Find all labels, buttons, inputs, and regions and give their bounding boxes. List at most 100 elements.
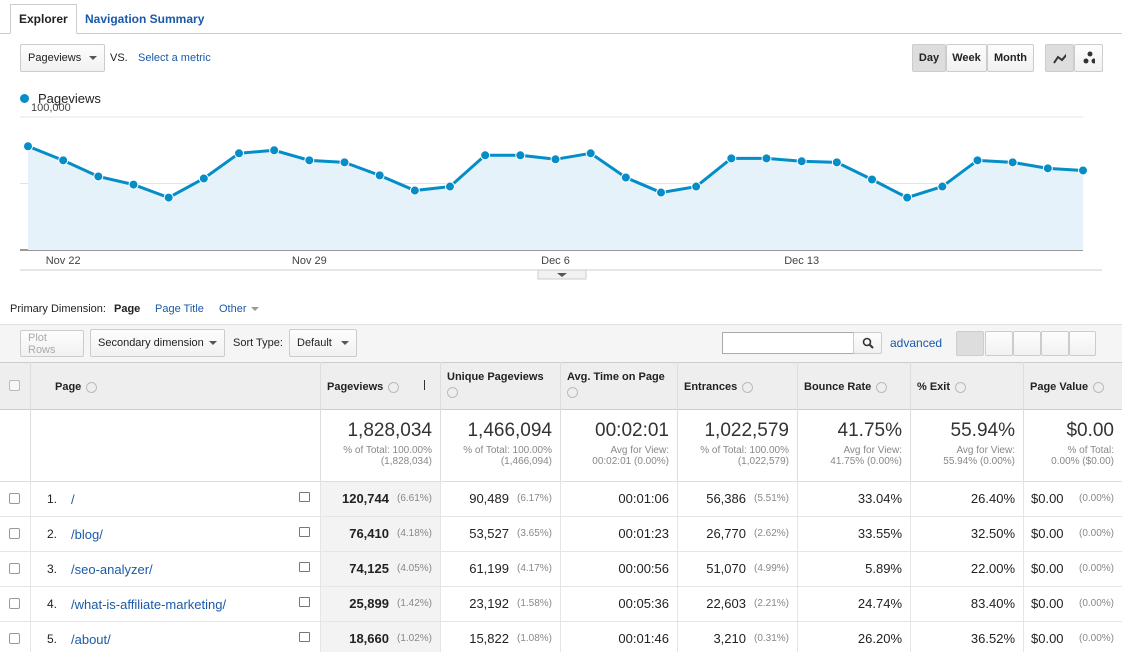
data-cell: $0.00 (0.00%)	[1023, 586, 1122, 621]
column-header[interactable]: Unique Pageviews	[447, 371, 553, 398]
period-button[interactable]: Month	[987, 44, 1034, 72]
view-toggle[interactable]	[1069, 331, 1096, 356]
data-cell: 00:01:23	[560, 516, 677, 551]
total-note: Avg for View:	[843, 445, 902, 456]
area-fill	[28, 146, 1083, 250]
column-header[interactable]: % Exit	[917, 381, 1016, 393]
x-tick-label: Nov 22	[46, 255, 81, 267]
column-header[interactable]: Entrances	[684, 381, 790, 393]
column-header[interactable]: Pageviews	[327, 381, 433, 393]
total-note: 0.00% ($0.00)	[1051, 456, 1114, 467]
cell-value: $0.00	[1031, 526, 1064, 541]
total-value: 55.94%	[950, 420, 1015, 441]
column-divider	[677, 362, 678, 481]
page-link[interactable]: /	[71, 492, 75, 507]
search-input[interactable]	[722, 332, 854, 354]
column-header[interactable]: Bounce Rate	[804, 381, 903, 393]
total-note: % of Total: 100.00%	[463, 445, 552, 456]
column-divider	[797, 481, 798, 516]
cell-percent: (4.17%)	[516, 563, 552, 574]
column-divider	[30, 516, 31, 551]
row-checkbox[interactable]	[9, 598, 20, 609]
row-checkbox[interactable]	[9, 633, 20, 644]
dimension-page-title[interactable]: Page Title	[155, 303, 204, 315]
total-cell: 1,828,034 % of Total: 100.00% (1,828,034)	[320, 420, 440, 467]
pageviews-cell-bg	[320, 517, 440, 551]
header-checkbox[interactable]	[9, 380, 20, 391]
cell-value: 53,527	[469, 526, 509, 541]
open-link-icon[interactable]	[299, 597, 310, 607]
legend-dot	[20, 94, 29, 103]
cell-value: $0.00	[1031, 596, 1064, 611]
cell-value: 3,210	[713, 631, 746, 646]
metric-dropdown[interactable]: Pageviews	[20, 44, 105, 72]
row-index: 2.	[46, 527, 57, 541]
data-point	[972, 155, 983, 166]
column-divider	[677, 621, 678, 652]
column-title: Page	[55, 381, 82, 393]
cell-value: 26.20%	[857, 631, 902, 646]
column-divider	[320, 362, 321, 481]
tab-navigation-summary[interactable]: Navigation Summary	[85, 12, 205, 26]
chart-type-line[interactable]	[1045, 44, 1074, 72]
data-point	[409, 185, 420, 196]
column-header[interactable]: Page	[55, 381, 331, 393]
column-divider	[910, 621, 911, 652]
period-button[interactable]: Week	[946, 44, 987, 72]
total-cell: 00:02:01 Avg for View: 00:02:01 (0.00%)	[560, 420, 677, 467]
page-link[interactable]: /seo-analyzer/	[71, 562, 153, 577]
select-metric[interactable]: Select a metric	[138, 52, 211, 64]
column-header[interactable]: Page Value	[1030, 381, 1115, 393]
open-link-icon[interactable]	[299, 632, 310, 642]
expand-caret	[557, 273, 567, 277]
cell-value: 61,199	[469, 561, 509, 576]
help-icon	[742, 381, 754, 393]
row-checkbox[interactable]	[9, 528, 20, 539]
advanced-link[interactable]: advanced	[890, 336, 943, 350]
column-divider	[320, 621, 321, 652]
total-value: 1,828,034	[347, 420, 432, 441]
data-cell: 33.04%	[797, 481, 910, 516]
row-checkbox[interactable]	[9, 563, 20, 574]
column-divider	[797, 551, 798, 586]
header-divider	[30, 362, 31, 481]
dimension-page[interactable]: Page	[114, 303, 141, 315]
sort-dropdown[interactable]: Default	[289, 329, 357, 357]
data-cell: 3,210 (0.31%)	[677, 621, 797, 652]
plot-rows-button[interactable]: Plot Rows	[20, 330, 84, 357]
open-link-icon[interactable]	[299, 527, 310, 537]
data-cell: 33.55%	[797, 516, 910, 551]
column-divider	[910, 586, 911, 621]
open-link-icon[interactable]	[299, 562, 310, 572]
caret	[89, 56, 97, 60]
chart-type-motion[interactable]	[1074, 44, 1103, 72]
data-cell: 24.74%	[797, 586, 910, 621]
column-divider	[30, 551, 31, 586]
page-link[interactable]: /about/	[71, 632, 111, 647]
row-checkbox[interactable]	[9, 493, 20, 504]
view-toggle[interactable]	[956, 331, 984, 356]
page-link[interactable]: /blog/	[71, 527, 103, 542]
column-divider	[1023, 621, 1024, 652]
data-cell: 00:01:46	[560, 621, 677, 652]
tab-explorer[interactable]: Explorer	[10, 4, 77, 34]
row-index: 5.	[46, 632, 57, 646]
cell-value: 36.52%	[970, 631, 1015, 646]
cell-value: 25,899	[349, 596, 389, 611]
total-value: 1,466,094	[467, 420, 552, 441]
dimension-other[interactable]: Other	[219, 303, 259, 315]
view-toggle[interactable]	[1041, 331, 1069, 356]
secondary-dimension-dropdown[interactable]: Secondary dimension	[90, 329, 225, 357]
cell-value: $0.00	[1031, 631, 1064, 646]
column-divider	[1023, 362, 1024, 481]
period-button[interactable]: Day	[912, 44, 946, 72]
data-point	[480, 150, 491, 161]
view-toggle[interactable]	[985, 331, 1013, 356]
search-button[interactable]	[853, 332, 882, 354]
page-link[interactable]: /what-is-affiliate-marketing/	[71, 597, 227, 612]
cell-percent: (1.02%)	[396, 633, 432, 644]
table-header-bg	[0, 362, 1122, 410]
view-toggle[interactable]	[1013, 331, 1041, 356]
open-link-icon[interactable]	[299, 492, 310, 502]
column-header[interactable]: Avg. Time on Page	[567, 371, 670, 398]
